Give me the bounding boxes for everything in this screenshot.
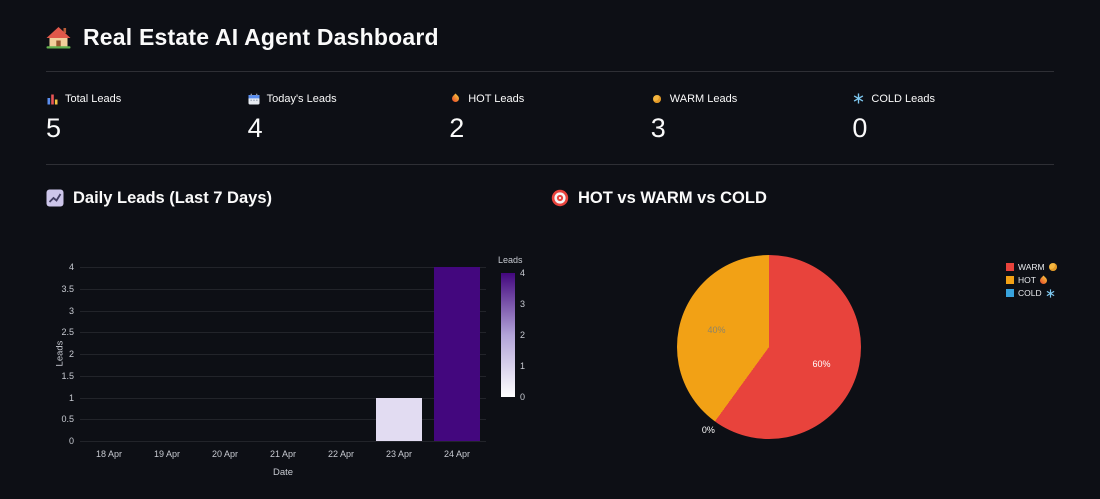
y-tick-label: 0.5 [61,414,74,425]
divider [46,164,1054,165]
y-tick-label: 0 [68,436,74,446]
grid-line [80,267,486,268]
metric-label: Today's Leads [266,92,337,105]
grid-line [80,288,486,290]
header: Real Estate AI Agent Dashboard [0,0,1100,51]
page-title: Real Estate AI Agent Dashboard [83,24,439,50]
metric-hot-leads: HOT Leads 2 [449,92,651,144]
metric-cold-leads: COLD Leads 0 [852,92,1054,144]
snowflake-icon [1046,288,1055,298]
daily-leads-section: Daily Leads (Last 7 Days) Leads 0 0.5 1 1.5 2… [46,187,551,485]
x-tick-label: 19 Apr [153,449,181,459]
grid-line [80,354,486,355]
pie-slice-label: 60% [812,359,831,370]
legend-swatch [1006,289,1014,297]
legend-item-warm[interactable]: WARM [1006,262,1057,272]
pie-slice-label: 0% [701,425,715,436]
x-tick-label: 20 Apr [211,449,239,459]
target-icon [551,189,569,207]
bar-chart-icon [46,92,59,105]
colorbar [501,273,515,397]
bar-chart: Leads 0 0.5 1 1.5 2 2.5 3 3.5 4 18 Apr 19 Apr 20 Apr… [46,217,551,485]
y-tick-label: 2.5 [61,327,74,338]
pie-chart-title: HOT vs WARM vs COLD [578,188,767,207]
divider [46,71,1054,72]
bar [376,397,422,441]
legend-label: COLD [1018,288,1042,298]
colorbar-tick-label: 1 [520,361,526,371]
dashboard-root: Real Estate AI Agent Dashboard Total Lea… [0,0,1100,485]
colorbar-tick-label: 3 [520,299,526,309]
moon-icon [651,92,664,105]
moon-icon [1048,263,1057,271]
grid-line [80,419,486,421]
metric-todays-leads: Today's Leads 4 [248,92,450,144]
bar [434,267,480,441]
y-tick-label: 4 [68,262,74,272]
grid-line [80,375,486,377]
x-tick-label: 22 Apr [327,449,355,459]
pie-section: HOT vs WARM vs COLD 60% 0% 40% WARM HOT COLD [551,187,1100,485]
metric-total-leads: Total Leads 5 [46,92,248,144]
charts-row: Daily Leads (Last 7 Days) Leads 0 0.5 1 1.5 2… [46,187,1100,485]
pie [677,255,861,439]
grid-line [80,397,486,399]
colorbar-tick-label: 2 [520,330,526,340]
colorbar-title: Leads [498,255,523,265]
legend-label: HOT [1018,275,1036,285]
metric-label: COLD Leads [871,92,935,105]
metrics-row: Total Leads 5 Today's Leads [46,72,1054,144]
y-tick-label: 1.5 [61,370,74,381]
grid-line [80,332,486,334]
metric-value: 5 [46,113,62,143]
y-tick-label: 2 [68,349,74,359]
legend-swatch [1006,276,1014,284]
x-tick-label: 18 Apr [95,449,123,459]
metric-warm-leads: WARM Leads 3 [651,92,853,144]
chart-increasing-icon [46,189,64,207]
metric-value: 0 [852,113,868,143]
pie-slice-label: 40% [707,324,726,335]
metric-value: 4 [247,113,263,143]
legend-label: WARM [1018,262,1045,272]
x-tick-label: 23 Apr [385,449,413,459]
x-tick-label: 24 Apr [443,449,471,459]
y-tick-label: 3 [68,305,74,316]
legend-item-cold[interactable]: COLD [1006,288,1055,298]
metric-value: 3 [650,113,666,143]
legend-item-hot[interactable]: HOT [1006,275,1049,285]
metric-label: Total Leads [65,92,122,105]
house-icon [46,26,71,49]
pie-chart: 60% 0% 40% WARM HOT COLD [551,217,1100,485]
metric-label: HOT Leads [468,92,525,105]
x-tick-label: 21 Apr [269,449,297,459]
colorbar-tick-label: 0 [520,392,526,402]
grid-line [80,310,486,312]
bar-chart-title: Daily Leads (Last 7 Days) [73,188,272,207]
colorbar-tick-label: 4 [520,268,526,278]
grid-line [80,441,486,442]
x-axis-title: Date [272,467,294,478]
legend-swatch [1006,263,1014,271]
fire-icon [1038,275,1049,285]
metric-label: WARM Leads [669,92,738,105]
fire-icon [449,92,462,105]
metric-value: 2 [449,113,465,143]
y-tick-label: 3.5 [61,283,74,294]
snowflake-icon [852,92,865,105]
calendar-icon [248,92,261,105]
y-tick-label: 1 [68,392,74,403]
